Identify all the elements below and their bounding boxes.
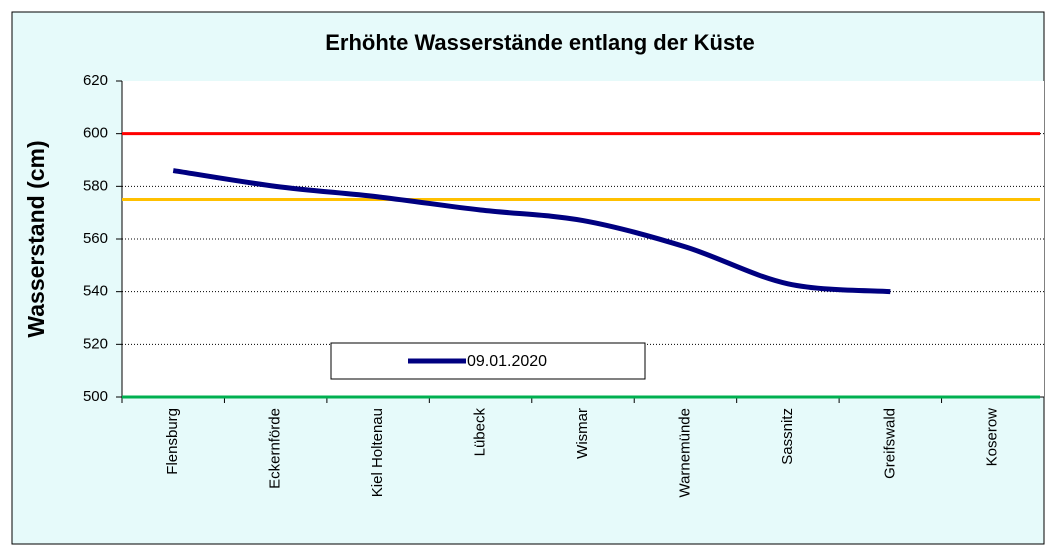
y-tick-label: 580 xyxy=(83,177,108,194)
series-line xyxy=(172,168,891,295)
x-tick-label: Greifswald xyxy=(881,408,898,479)
x-tick-label: Warnemünde xyxy=(676,408,693,498)
legend xyxy=(330,342,646,380)
y-tick-label: 600 xyxy=(83,125,108,142)
y-tick-label: 500 xyxy=(83,388,108,405)
legend-label: 09.01.2020 xyxy=(467,353,547,370)
x-tick-label: Koserow xyxy=(984,408,1001,467)
y-tick-label: 540 xyxy=(83,283,108,300)
x-tick-label: Kiel Holtenau xyxy=(369,408,386,497)
x-tick-label: Sassnitz xyxy=(779,408,796,465)
x-tick-label: Flensburg xyxy=(164,408,181,475)
y-tick-label: 620 xyxy=(83,72,108,89)
x-tick-label: Wismar xyxy=(574,408,591,459)
x-tick-label: Eckernförde xyxy=(267,408,284,489)
chart-title: Erhöhte Wasserstände entlang der Küste xyxy=(325,30,755,55)
y-tick-label: 520 xyxy=(83,335,108,352)
y-axis-label: Wasserstand (cm) xyxy=(23,140,49,337)
x-tick-label: Lübeck xyxy=(472,408,489,457)
y-tick-label: 560 xyxy=(83,230,108,247)
